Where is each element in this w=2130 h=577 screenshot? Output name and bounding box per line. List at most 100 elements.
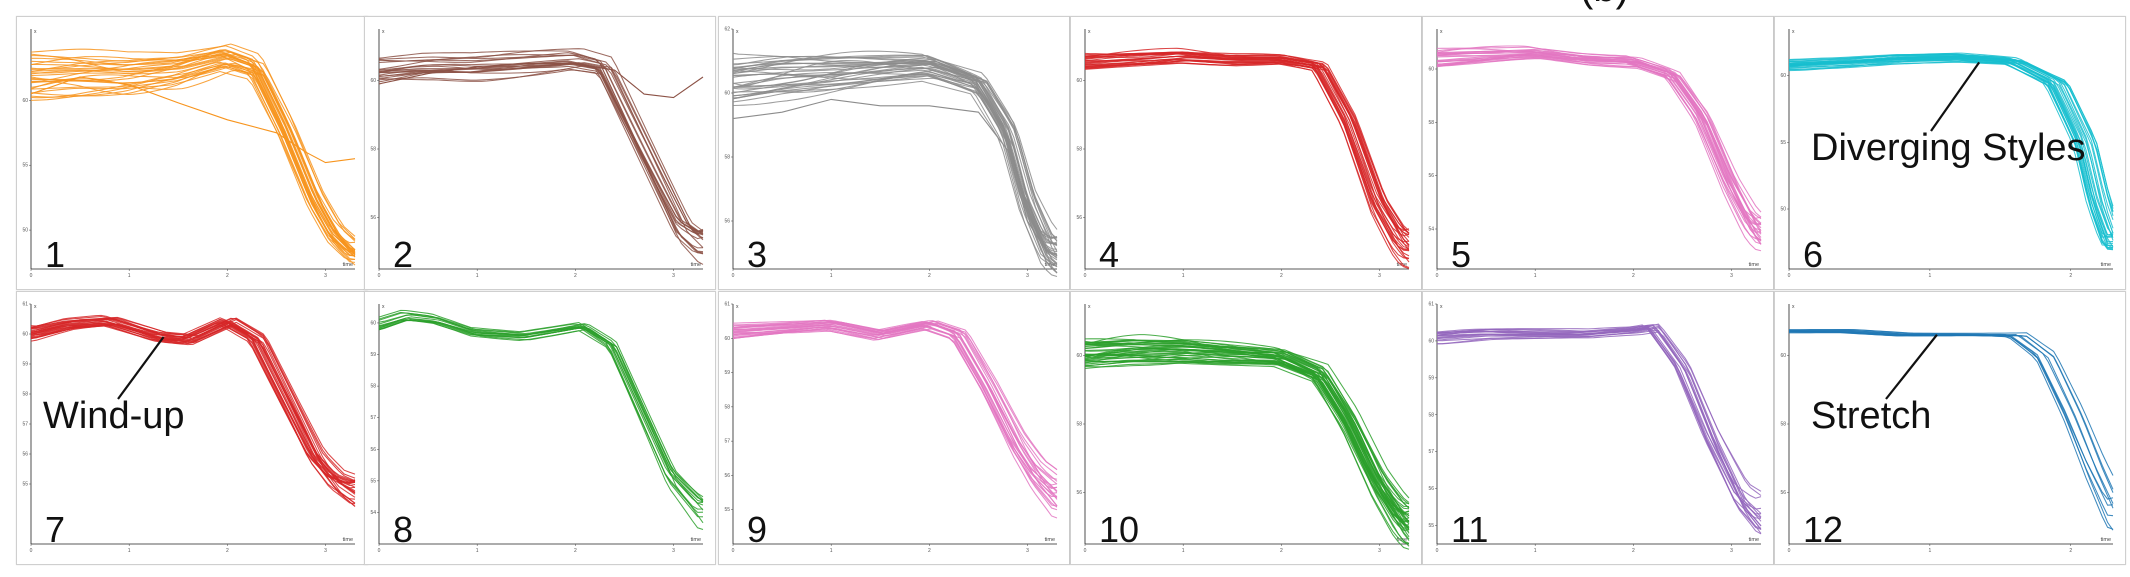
y-tick-label: 60 (724, 336, 730, 342)
trajectory-line (378, 62, 704, 235)
trajectory-line (378, 62, 704, 241)
trajectory-line (732, 57, 1058, 268)
x-axis-label: time (343, 537, 353, 543)
trajectory-line (378, 319, 704, 506)
trajectory-line (732, 63, 1058, 261)
x-axis-label: time (1749, 262, 1759, 268)
y-tick-label: 55 (370, 478, 376, 484)
trajectory-line (1436, 51, 1762, 220)
trajectory-line (732, 324, 1058, 507)
trajectory-line (30, 62, 356, 257)
trajectory-line (378, 313, 704, 500)
trajectory-line (732, 73, 1058, 278)
panel-plot-5: x 54 56 58 60 0 1 2 3 time (1428, 29, 1762, 279)
trajectory-line (732, 320, 1058, 493)
x-tick-label: 2 (226, 273, 229, 279)
trajectory-line (30, 58, 356, 255)
trajectory-panel-11: x 55 56 57 58 59 60 61 0 1 2 3 time 11 (1422, 291, 1774, 565)
x-axis-label: time (1749, 537, 1759, 543)
y-tick-label: 56 (724, 219, 730, 225)
y-tick-label: 60 (22, 98, 28, 104)
annotation-pointer (117, 336, 165, 400)
x-tick-label: 2 (574, 273, 577, 279)
x-tick-label: 0 (732, 273, 735, 279)
x-tick-label: 0 (732, 548, 735, 554)
trajectory-line (30, 61, 356, 261)
panel-plot-1: x 50 55 60 0 1 2 3 time (22, 29, 356, 279)
panel-number: 4 (1099, 234, 1120, 275)
panel-plot-10: x 56 58 60 0 1 2 3 time (1076, 304, 1410, 554)
trajectory-line (732, 326, 1058, 490)
trajectory-line (732, 61, 1058, 239)
trajectory-line (378, 61, 704, 254)
trajectory-panel-1: x 50 55 60 0 1 2 3 time 1 (16, 16, 368, 290)
trajectory-line (1436, 323, 1762, 496)
trajectory-line (1436, 325, 1762, 518)
x-axis-label: time (2101, 262, 2111, 268)
trajectory-line (1084, 56, 1410, 242)
trajectory-line (31, 53, 356, 256)
x-tick-label: 1 (830, 273, 833, 279)
x-axis-label: time (343, 262, 353, 268)
y-tick-label: 58 (22, 392, 28, 398)
trajectory-line (1437, 51, 1762, 213)
trajectory-line (378, 65, 704, 232)
trajectory-line (30, 66, 356, 263)
y-axis-label: x (1088, 29, 1091, 35)
x-axis-label: time (691, 537, 701, 543)
trajectory-line (1084, 355, 1410, 534)
trajectory-line (378, 314, 704, 503)
x-tick-label: 3 (1026, 548, 1029, 554)
trajectory-line (1436, 48, 1762, 232)
x-tick-label: 2 (1632, 548, 1635, 554)
x-tick-label: 3 (1026, 273, 1029, 279)
y-tick-label: 60 (370, 78, 376, 84)
outlier-trajectory-line (378, 62, 704, 99)
y-tick-label: 58 (1780, 422, 1786, 428)
x-tick-label: 1 (1534, 273, 1537, 279)
trajectory-line (378, 309, 704, 504)
y-axis-label: x (382, 304, 385, 310)
trajectory-panel-4: x 56 58 60 0 1 2 3 time 4 (1070, 16, 1422, 290)
y-tick-label: 58 (1076, 422, 1082, 428)
y-tick-label: 60 (724, 91, 730, 97)
trajectory-line (1084, 51, 1410, 238)
trajectory-line (1788, 57, 2114, 246)
y-axis-label: x (736, 304, 739, 310)
y-tick-label: 61 (22, 302, 28, 308)
trajectory-line (30, 65, 356, 257)
trajectory-line (732, 69, 1058, 255)
y-tick-label: 59 (370, 352, 376, 358)
x-tick-label: 1 (128, 273, 131, 279)
trajectory-line (732, 80, 1058, 266)
x-tick-label: 0 (378, 273, 381, 279)
y-tick-label: 59 (22, 362, 28, 368)
trajectory-line (30, 69, 356, 258)
trajectory-line (378, 50, 704, 253)
y-tick-label: 60 (22, 332, 28, 338)
trajectory-line (1084, 55, 1410, 248)
x-tick-label: 1 (1534, 548, 1537, 554)
y-tick-label: 56 (370, 215, 376, 221)
trajectory-line (1084, 352, 1410, 514)
y-axis-label: x (736, 29, 739, 35)
top-label-fragment: (b) (1580, 0, 1629, 8)
trajectory-line (732, 323, 1058, 471)
y-tick-label: 58 (1428, 412, 1434, 418)
y-axis-label: x (34, 29, 37, 35)
trajectory-line (378, 312, 704, 531)
trajectory-line (732, 63, 1058, 252)
trajectory-line (1436, 324, 1762, 527)
x-tick-label: 0 (1436, 273, 1439, 279)
trajectory-line (1084, 354, 1410, 517)
outlier-trajectory-line (732, 98, 1048, 254)
y-tick-label: 61 (724, 302, 730, 308)
x-tick-label: 2 (574, 548, 577, 554)
x-tick-label: 2 (928, 548, 931, 554)
panel-number: 7 (45, 509, 66, 550)
trajectory-line (378, 65, 704, 239)
x-tick-label: 1 (476, 273, 479, 279)
y-tick-label: 55 (724, 507, 730, 513)
